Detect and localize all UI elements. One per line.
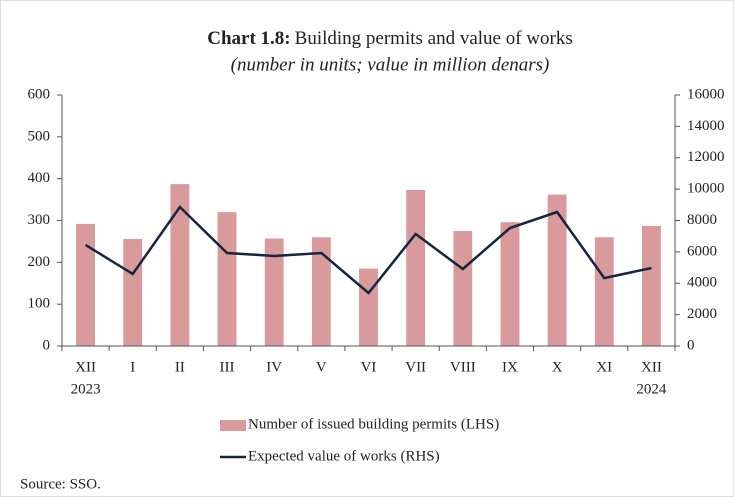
y2-tick-label: 12000 [687, 149, 725, 165]
y2-tick-label: 6000 [687, 243, 717, 259]
bar [123, 238, 143, 346]
y2-tick-label: 16000 [687, 86, 725, 102]
x-tick-label: III [220, 359, 235, 375]
x-tick-label: XII [75, 359, 96, 375]
y2-tick-label: 4000 [687, 275, 717, 291]
bar [359, 268, 378, 346]
bar [170, 184, 190, 346]
source: Source: SSO. [20, 476, 101, 492]
y2-tick-label: 2000 [687, 306, 717, 322]
y-tick-label: 200 [28, 254, 51, 270]
x-tick-label: VIII [450, 359, 476, 375]
x-tick-label: XII [641, 359, 662, 375]
x-tick-year: 2024 [636, 381, 667, 397]
y2-tick-label: 14000 [687, 118, 725, 134]
y2-tick-label: 8000 [687, 212, 717, 228]
bar [311, 237, 331, 346]
y2-tick-label: 10000 [687, 181, 725, 197]
bar [641, 225, 661, 346]
x-tick-label: X [552, 359, 563, 375]
bar [217, 212, 237, 346]
y2-tick-label: 0 [687, 337, 695, 353]
bar [500, 222, 520, 346]
bar [406, 189, 426, 346]
x-tick-label: XI [596, 359, 612, 375]
x-tick-label: IX [502, 359, 518, 375]
title-label: Chart 1.8: [207, 28, 290, 49]
x-tick-label: II [175, 359, 185, 375]
x-tick-label: I [130, 359, 135, 375]
title-text: Building permits and value of works [295, 28, 573, 49]
x-tick-label: V [316, 359, 327, 375]
bar [76, 223, 96, 346]
y-tick-label: 600 [28, 86, 51, 102]
chart-subtitle: (number in units; value in million denar… [231, 54, 550, 75]
bar [594, 237, 614, 346]
y-tick-label: 300 [28, 212, 51, 228]
x-tick-label: VII [405, 359, 426, 375]
y-tick-label: 0 [43, 337, 51, 353]
line [84, 205, 652, 295]
x-tick-label: VI [361, 359, 377, 375]
x-tick-year: 2023 [71, 381, 101, 397]
legend-label: Expected value of works (RHS) [248, 448, 440, 464]
x-tick-label: IV [266, 359, 282, 375]
bar [453, 230, 473, 346]
bar [264, 238, 284, 346]
legend-label: Number of issued building permits (LHS) [248, 416, 499, 432]
chart-title: Chart 1.8: Building permits and value of … [207, 28, 573, 49]
bar [547, 194, 567, 346]
legend-swatch [220, 420, 246, 431]
y-tick-label: 500 [28, 128, 51, 144]
y-tick-label: 400 [28, 170, 51, 186]
y-tick-label: 100 [28, 296, 51, 312]
